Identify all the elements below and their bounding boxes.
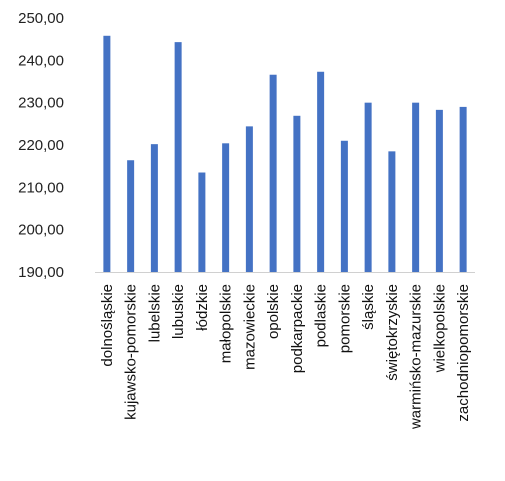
y-tick-label: 220,00 <box>18 137 64 154</box>
x-category-label: podlaskie <box>313 284 330 347</box>
x-category-label: wielkopolskie <box>431 284 448 373</box>
y-tick-label: 230,00 <box>18 95 64 112</box>
x-category-label: mazowieckie <box>241 284 258 370</box>
bar <box>459 106 467 273</box>
x-category-label: świętokrzyskie <box>384 284 401 381</box>
y-tick-label: 200,00 <box>18 222 64 239</box>
x-category-label: lubelskie <box>146 284 163 342</box>
x-category-label: lubuskie <box>170 284 187 339</box>
x-category-label: podkarpackie <box>289 284 306 373</box>
y-axis-tick-labels: 190,00 200,00 210,00 220,00 230,00 240,00 250,… <box>18 10 64 281</box>
x-category-label: pomorskie <box>336 284 353 353</box>
bars <box>103 35 467 273</box>
bar <box>412 102 420 272</box>
x-category-label: warmińsko-mazurskie <box>408 284 425 430</box>
bar <box>103 35 111 272</box>
x-axis-category-labels: dolnośląskie kujawsko-pomorskie lubelskie l… <box>99 284 472 430</box>
bar <box>198 172 206 272</box>
bar <box>222 143 230 272</box>
x-category-label: zachodniopomorskie <box>455 284 472 422</box>
bar <box>293 115 301 272</box>
x-category-label: małopolskie <box>218 284 235 363</box>
x-category-label: dolnośląskie <box>99 284 116 367</box>
bar <box>127 160 135 272</box>
y-tick-label: 250,00 <box>18 10 64 27</box>
bar <box>245 126 253 273</box>
x-category-label: łódzkie <box>194 284 211 331</box>
bar <box>435 109 443 272</box>
y-tick-label: 240,00 <box>18 52 64 69</box>
bar <box>317 71 325 272</box>
bar <box>150 144 158 272</box>
bar <box>269 74 277 272</box>
x-category-label: śląskie <box>360 284 377 330</box>
x-category-label: opolskie <box>265 284 282 339</box>
bar <box>340 140 348 272</box>
bar <box>364 102 372 272</box>
bar <box>174 42 182 272</box>
y-tick-label: 210,00 <box>18 179 64 196</box>
y-tick-label: 190,00 <box>18 264 64 281</box>
bar <box>388 151 396 272</box>
x-category-label: kujawsko-pomorskie <box>123 284 140 420</box>
